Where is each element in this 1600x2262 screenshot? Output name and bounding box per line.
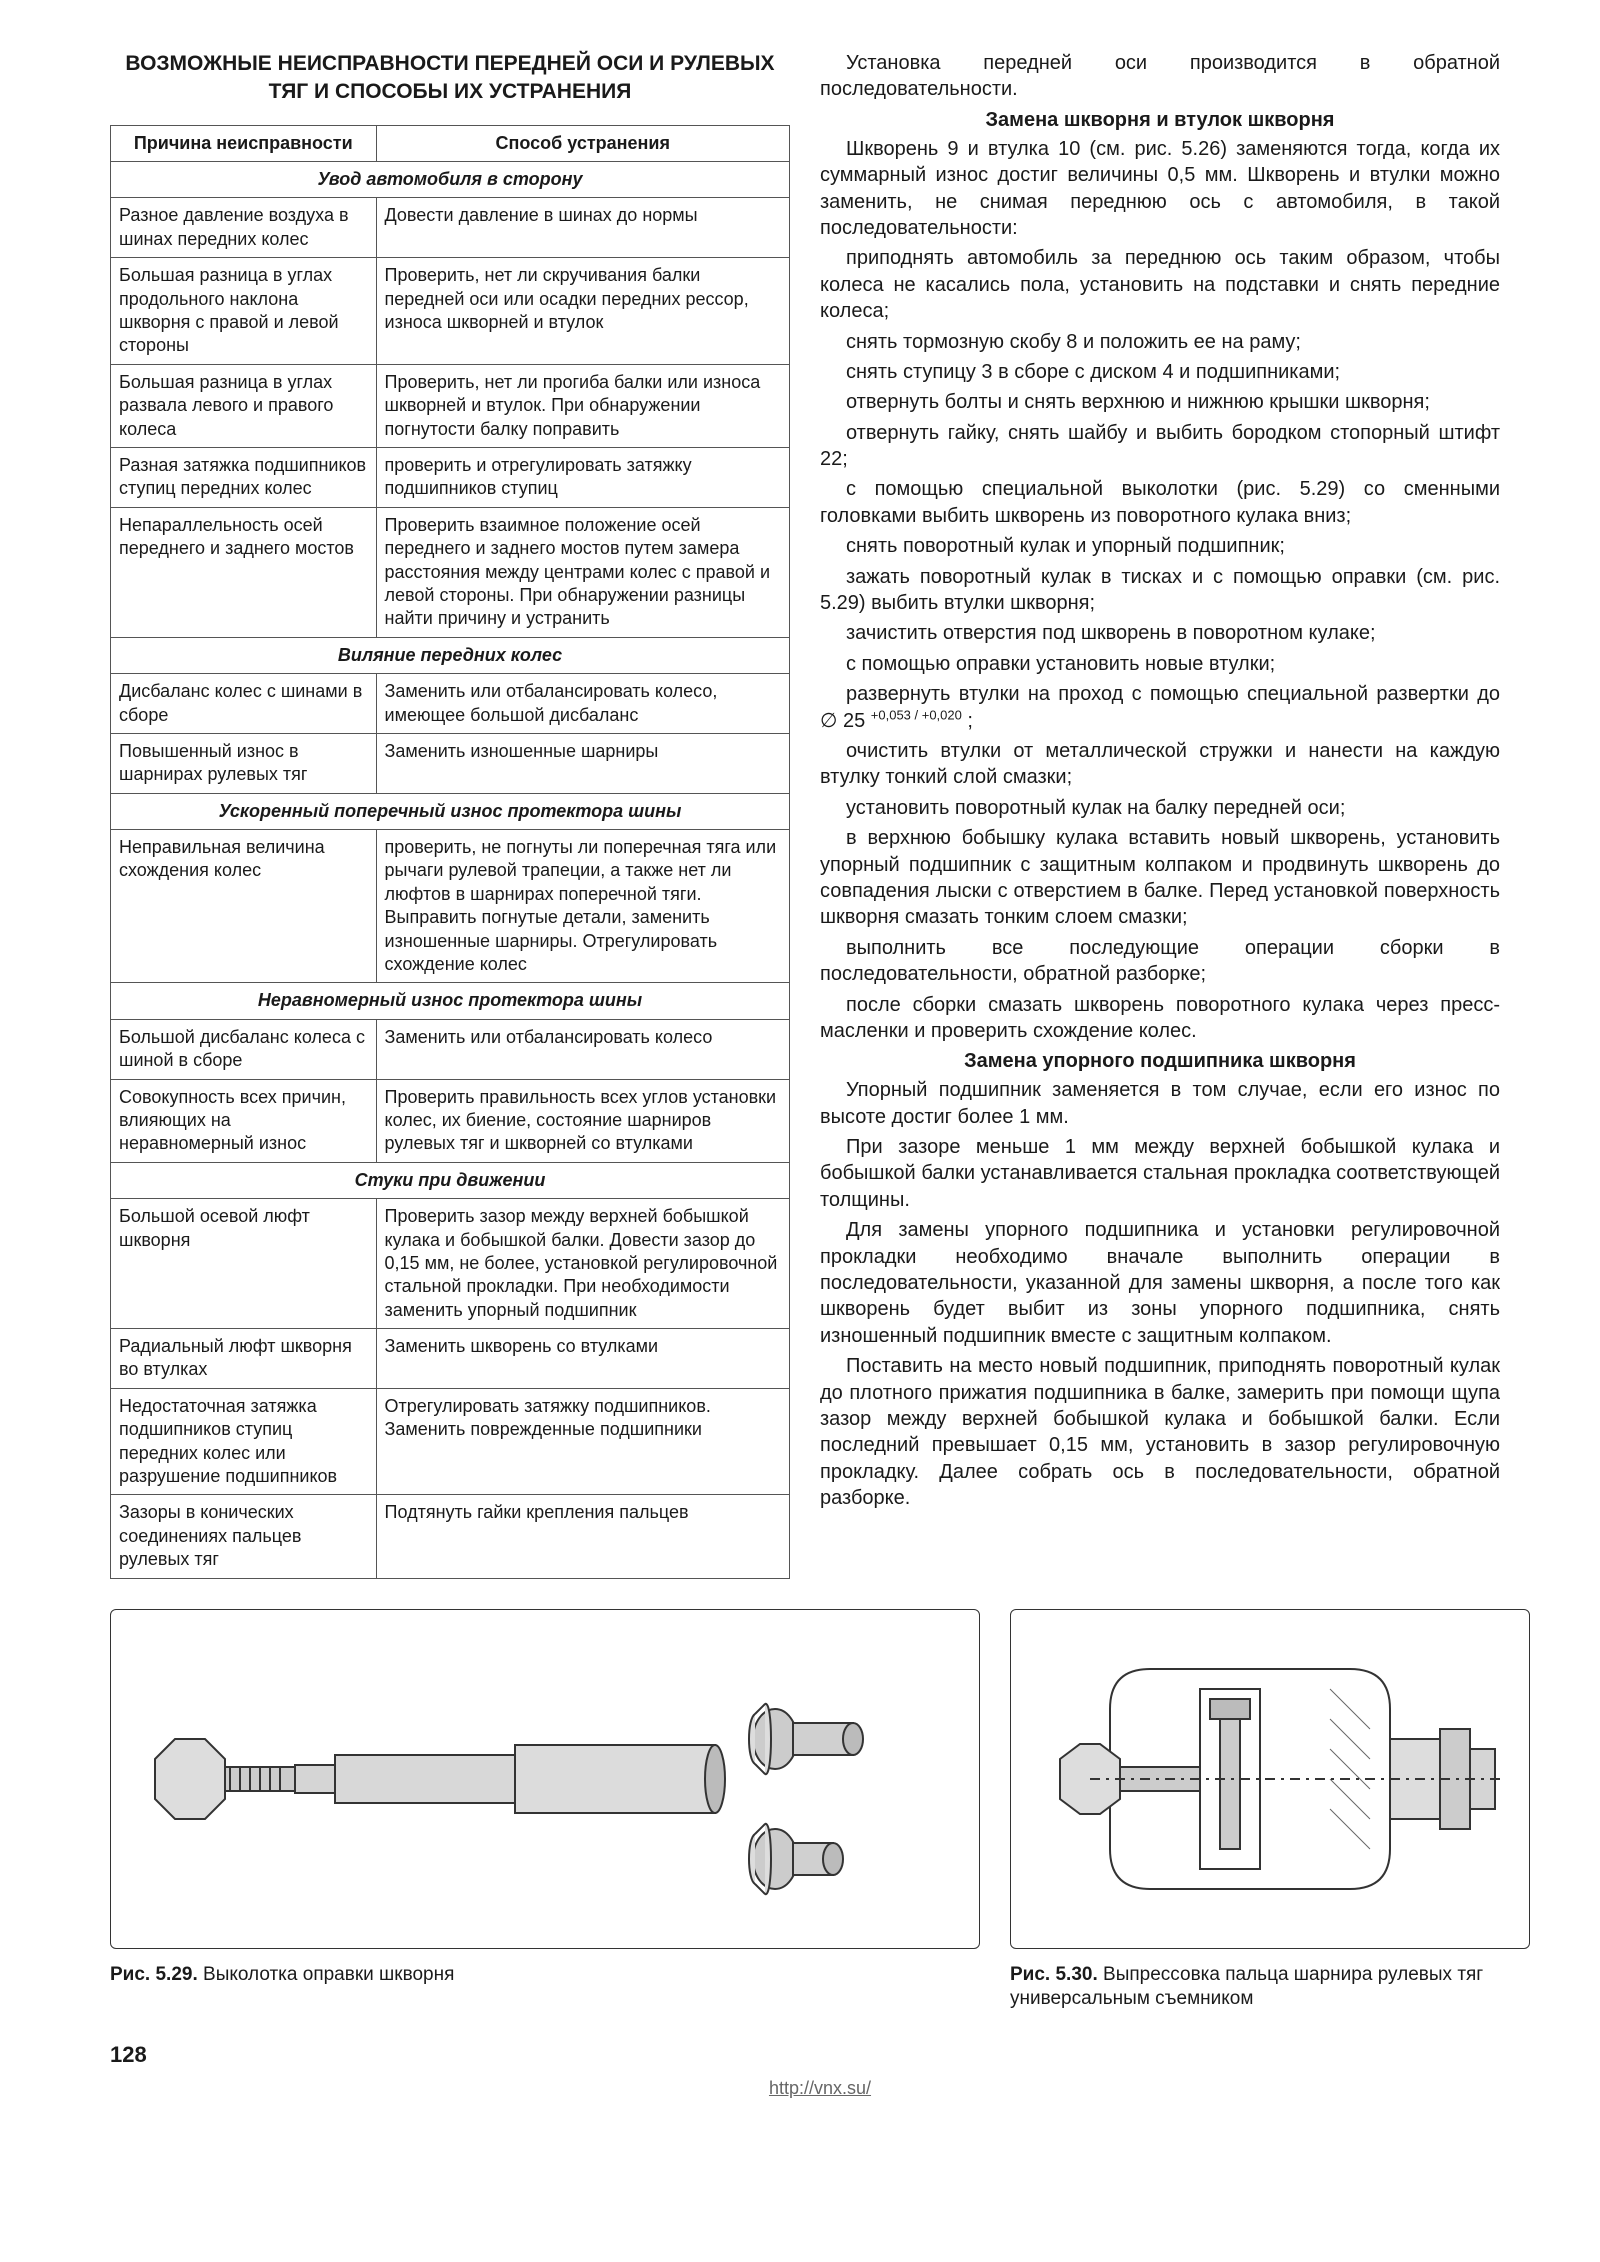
table-cell: Проверить зазор между верхней бобышкой к… <box>376 1199 789 1329</box>
table-row: Разная затяжка подшипников ступиц передн… <box>111 447 790 507</box>
body-text: Установка передней оси производится в об… <box>820 50 1500 1579</box>
table-row: Радиальный люфт шкворня во втулкахЗамени… <box>111 1329 790 1389</box>
table-cell: Большой дисбаланс колеса с шиной в сборе <box>111 1019 377 1079</box>
table-cell: Проверить правильность всех углов устано… <box>376 1079 789 1162</box>
paragraph: зачистить отверстия под шкворень в повор… <box>820 620 1500 646</box>
table-cell: Большая разница в углах развала левого и… <box>111 364 377 447</box>
table-row: Повышенный износ в шарнирах рулевых тягЗ… <box>111 733 790 793</box>
paragraph: зажать поворотный кулак в тисках и с пом… <box>820 564 1500 617</box>
paragraph: Поставить на место новый подшипник, прип… <box>820 1353 1500 1511</box>
table-cell: Недостаточная затяжка подшипников ступиц… <box>111 1388 377 1495</box>
figure-5-30 <box>1010 1609 1530 1949</box>
footer-link[interactable]: http://vnx.su/ <box>110 2078 1530 2099</box>
table-section-head: Ускоренный поперечный износ протектора ш… <box>111 793 790 829</box>
table-cell: проверить, не погнуты ли поперечная тяга… <box>376 830 789 983</box>
page-number: 128 <box>110 2042 1530 2068</box>
table-cell: Радиальный люфт шкворня во втулках <box>111 1329 377 1389</box>
paragraph: с помощью специальной выколотки (рис. 5.… <box>820 476 1500 529</box>
table-row: Дисбаланс колес с шинами в сбореЗаменить… <box>111 674 790 734</box>
paragraph: в верхнюю бобышку кулака вставить новый … <box>820 825 1500 931</box>
table-header-fix: Способ устранения <box>376 125 789 161</box>
paragraph: с помощью оправки установить новые втулк… <box>820 651 1500 677</box>
table-cell: Заменить или отбалансировать колесо, име… <box>376 674 789 734</box>
table-cell: Большой осевой люфт шкворня <box>111 1199 377 1329</box>
table-row: Большой дисбаланс колеса с шиной в сборе… <box>111 1019 790 1079</box>
paragraph: Для замены упорного подшипника и установ… <box>820 1217 1500 1349</box>
table-cell: Довести давление в шинах до нормы <box>376 198 789 258</box>
table-cell: Заменить изношенные шарниры <box>376 733 789 793</box>
table-section-head: Увод автомобиля в сторону <box>111 162 790 198</box>
table-row: Неправильная величина схождения колеспро… <box>111 830 790 983</box>
paragraph: установить поворотный кулак на балку пер… <box>820 795 1500 821</box>
paragraph: При зазоре меньше 1 мм между верхней боб… <box>820 1134 1500 1213</box>
section-heading: Замена упорного подшипника шкворня <box>820 1050 1500 1073</box>
table-cell: Подтянуть гайки крепления пальцев <box>376 1495 789 1578</box>
table-row: Большая разница в углах продольного накл… <box>111 258 790 365</box>
table-row: Непараллельность осей переднего и заднег… <box>111 507 790 637</box>
faults-table: Причина неисправности Способ устранения … <box>110 125 790 1579</box>
paragraph: выполнить все последующие операции сборк… <box>820 935 1500 988</box>
paragraph: снять ступицу 3 в сборе с диском 4 и под… <box>820 359 1500 385</box>
paragraph: отвернуть гайку, снять шайбу и выбить бо… <box>820 420 1500 473</box>
figure-caption: Рис. 5.29. Выколотка оправки шкворня <box>110 1963 980 1988</box>
figure-5-29 <box>110 1609 980 1949</box>
table-cell: Большая разница в углах продольного накл… <box>111 258 377 365</box>
paragraph: после сборки смазать шкворень поворотног… <box>820 992 1500 1045</box>
paragraph: очистить втулки от металлической стружки… <box>820 738 1500 791</box>
paragraph: отвернуть болты и снять верхнюю и нижнюю… <box>820 389 1500 415</box>
table-cell: Непараллельность осей переднего и заднег… <box>111 507 377 637</box>
table-section-head: Стуки при движении <box>111 1162 790 1198</box>
table-row: Недостаточная затяжка подшипников ступиц… <box>111 1388 790 1495</box>
paragraph: приподнять автомобиль за переднюю ось та… <box>820 245 1500 324</box>
table-cell: Зазоры в конических соединениях пальцев … <box>111 1495 377 1578</box>
paragraph: Шкворень 9 и втулка 10 (см. рис. 5.26) з… <box>820 136 1500 242</box>
table-cell: Дисбаланс колес с шинами в сборе <box>111 674 377 734</box>
paragraph: снять тормозную скобу 8 и положить ее на… <box>820 329 1500 355</box>
table-cell: Отрегулировать затяжку подшипников. Заме… <box>376 1388 789 1495</box>
page-title: ВОЗМОЖНЫЕ НЕИСПРАВНОСТИ ПЕРЕДНЕЙ ОСИ И Р… <box>110 50 790 107</box>
paragraph: снять поворотный кулак и упорный подшипн… <box>820 533 1500 559</box>
table-cell: Проверить, нет ли прогиба балки или изно… <box>376 364 789 447</box>
table-cell: Проверить взаимное положение осей передн… <box>376 507 789 637</box>
table-header-cause: Причина неисправности <box>111 125 377 161</box>
table-row: Большая разница в углах развала левого и… <box>111 364 790 447</box>
table-row: Совокупность всех причин, влияющих на не… <box>111 1079 790 1162</box>
table-row: Разное давление воздуха в шинах передних… <box>111 198 790 258</box>
table-cell: Неправильная величина схождения колес <box>111 830 377 983</box>
paragraph: Упорный подшипник заменяется в том случа… <box>820 1077 1500 1130</box>
table-cell: Заменить шкворень со втулками <box>376 1329 789 1389</box>
table-cell: Проверить, нет ли скручивания балки пере… <box>376 258 789 365</box>
table-cell: проверить и отрегулировать затяжку подши… <box>376 447 789 507</box>
paragraph: Установка передней оси производится в об… <box>820 50 1500 103</box>
table-cell: Разное давление воздуха в шинах передних… <box>111 198 377 258</box>
table-row: Большой осевой люфт шкворняПроверить заз… <box>111 1199 790 1329</box>
table-section-head: Неравномерный износ протектора шины <box>111 983 790 1019</box>
section-heading: Замена шкворня и втулок шкворня <box>820 109 1500 132</box>
table-section-head: Виляние передних колес <box>111 637 790 673</box>
table-row: Зазоры в конических соединениях пальцев … <box>111 1495 790 1578</box>
table-cell: Повышенный износ в шарнирах рулевых тяг <box>111 733 377 793</box>
table-cell: Совокупность всех причин, влияющих на не… <box>111 1079 377 1162</box>
figure-caption: Рис. 5.30. Выпрессовка пальца шарнира ру… <box>1010 1963 1530 2012</box>
paragraph: развернуть втулки на проход с помощью сп… <box>820 681 1500 734</box>
table-cell: Разная затяжка подшипников ступиц передн… <box>111 447 377 507</box>
table-cell: Заменить или отбалансировать колесо <box>376 1019 789 1079</box>
